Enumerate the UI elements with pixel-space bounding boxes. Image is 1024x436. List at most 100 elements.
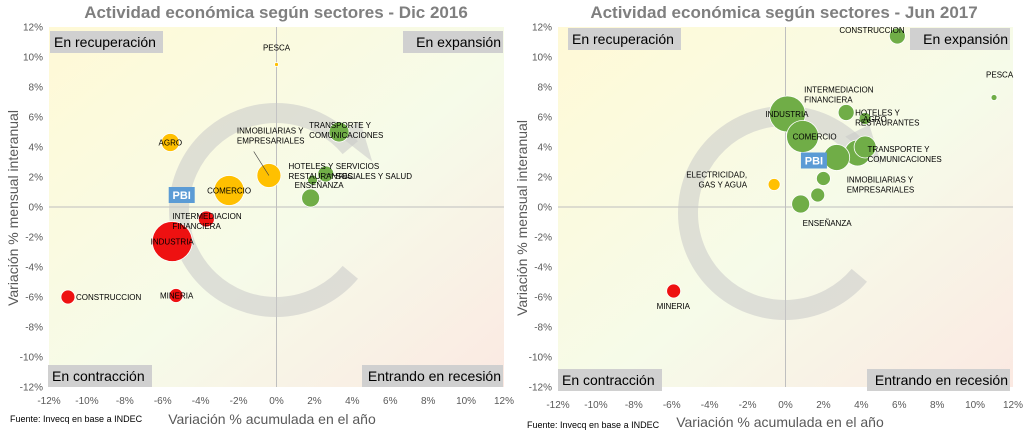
point-label: AGRO: [863, 115, 887, 124]
x-tick-label: 0%: [269, 396, 284, 407]
y-tick-label: -10%: [20, 353, 43, 364]
y-tick-label: -8%: [534, 323, 552, 334]
leader-line: [325, 173, 355, 179]
point-label: ELECTRICIDAD, GAS Y AGUA: [686, 171, 748, 190]
quadrant-box-top-left: [50, 31, 163, 53]
pbi-label: PBI: [173, 190, 191, 202]
bubble-transporte-y-comunicaciones: [328, 121, 350, 143]
y-tick-label: -2%: [25, 233, 43, 244]
quadrant-label-bottom-left: En contracción: [52, 368, 145, 384]
y-tick-label: -2%: [534, 233, 552, 244]
chart-title: Actividad económica según sectores - Jun…: [590, 3, 977, 22]
quadrant-box-top-left: [568, 28, 681, 50]
x-tick-label: 8%: [421, 396, 436, 407]
bubble-agro: [160, 133, 180, 152]
quadrant-label-bottom-right: Entrando en recesión: [875, 372, 1008, 388]
bubble-construccion: [60, 289, 76, 305]
bubble-mineria: [168, 288, 184, 303]
bubble-comercio: [213, 175, 245, 206]
quadrant-label-top-right: En expansión: [923, 31, 1008, 47]
pbi-marker: [800, 152, 827, 169]
bubble-inmobiliarias-y-empresariales: [823, 144, 851, 171]
x-tick-label: 4%: [854, 400, 869, 411]
y-tick-label: 2%: [29, 173, 44, 184]
y-tick-label: 8%: [538, 83, 553, 94]
x-tick-label: 2%: [307, 396, 322, 407]
x-tick-label: -10%: [75, 396, 98, 407]
x-tick-label: 12%: [494, 396, 514, 407]
x-tick-label: -6%: [663, 400, 681, 411]
bubble-hoteles-y-restaurantes: [858, 112, 872, 125]
point-label: ENSEÑANZA: [295, 181, 345, 190]
chart-marks: -12% -10% -8% -6% -4% -2% 0% 2% 4% 6% 8% 10% 12% 12% 1…: [20, 23, 514, 408]
y-tick-label: 4%: [538, 143, 553, 154]
point-label: SERVICIOS SOCIALES Y SALUD: [336, 162, 412, 181]
chart-dic-2016: Actividad económica según sectores - Dic…: [5, 3, 514, 427]
quadrant-box-bottom-left: [558, 369, 662, 391]
point-label: INMOBILIARIAS Y EMPRESARIALES: [237, 127, 305, 146]
y-tick-label: -4%: [534, 263, 552, 274]
x-tick-label: 4%: [345, 396, 360, 407]
chart-marks: -12% -10% -8% -6% -4% -2% 0% 2% 4% 6% 8% 10% 12% 12% 1…: [529, 23, 1023, 412]
quadrant-box-bottom-left: [48, 365, 152, 387]
y-tick-label: -10%: [529, 353, 552, 364]
quadrant-label-bottom-right: Entrando en recesión: [368, 368, 501, 384]
x-axis-title: Variación % acumulada en el año: [168, 411, 376, 427]
y-tick-label: -12%: [529, 383, 552, 394]
x-tick-label: 12%: [1003, 400, 1023, 411]
y-tick-label: 2%: [538, 173, 553, 184]
quadrant-label-top-left: En recuperación: [54, 34, 156, 50]
x-tick-label: -12%: [546, 400, 569, 411]
y-tick-label: 6%: [29, 113, 44, 124]
bubble-intermediacion-financiera: [837, 104, 855, 121]
x-tick-label: 6%: [383, 396, 398, 407]
x-tick-label: -4%: [192, 396, 210, 407]
quadrant-box-bottom-right: [867, 369, 1010, 391]
x-tick-label: -8%: [116, 396, 134, 407]
chart-title: Actividad económica según sectores - Dic…: [84, 3, 468, 22]
y-tick-label: -8%: [25, 323, 43, 334]
y-tick-label: -6%: [534, 293, 552, 304]
x-tick-label: -12%: [37, 396, 60, 407]
y-tick-label: -4%: [25, 263, 43, 274]
y-tick-label: 10%: [23, 53, 43, 64]
y-tick-label: -6%: [25, 293, 43, 304]
point-label: PESCA: [263, 44, 291, 53]
point-label: CONSTRUCCION: [839, 26, 905, 35]
x-tick-label: -8%: [625, 400, 643, 411]
bubble-hoteles-y-restaurantes: [307, 174, 318, 186]
x-tick-label: 8%: [930, 400, 945, 411]
x-tick-label: -4%: [701, 400, 719, 411]
point-label: INDUSTRIA: [765, 110, 809, 119]
point-label: MINERIA: [160, 292, 194, 301]
bubble-salud: [816, 171, 831, 186]
point-label: ENSEÑANZA: [803, 219, 853, 228]
x-axis-title: Variación % acumulada en el año: [676, 414, 884, 430]
quadrant-box-bottom-right: [362, 365, 503, 387]
x-tick-label: -2%: [230, 396, 248, 407]
bubble-mineria: [666, 283, 682, 299]
x-tick-label: 10%: [456, 396, 476, 407]
x-tick-label: 2%: [816, 400, 831, 411]
point-label: TRANSPORTE Y COMUNICACIONES: [868, 145, 942, 164]
bubble-agro: [853, 135, 877, 159]
x-tick-label: 0%: [778, 400, 793, 411]
point-label: COMERCIO: [793, 133, 837, 142]
x-tick-label: -6%: [154, 396, 172, 407]
source-note: Fuente: Invecq en base a INDEC: [527, 420, 660, 430]
point-label: CONSTRUCCION: [76, 293, 142, 302]
point-label: COMERCIO: [207, 187, 251, 196]
point-label: INTERMEDIACION FINANCIERA: [172, 212, 242, 231]
y-tick-label: 12%: [23, 23, 43, 34]
bubble-ense-anza: [301, 188, 321, 208]
y-tick-label: 8%: [29, 83, 44, 94]
point-label: HOTELES Y RESTAURANTES: [289, 162, 353, 181]
y-tick-label: 6%: [538, 113, 553, 124]
point-label: INMOBILIARIAS Y EMPRESARIALES: [847, 176, 915, 195]
bubble-industria: [151, 221, 193, 262]
quadrant-label-top-left: En recuperación: [572, 31, 674, 47]
quadrant-label-top-right: En expansión: [416, 34, 501, 50]
x-tick-label: -2%: [739, 400, 757, 411]
chart-jun-2017: Actividad económica según sectores - Jun…: [514, 3, 1023, 430]
